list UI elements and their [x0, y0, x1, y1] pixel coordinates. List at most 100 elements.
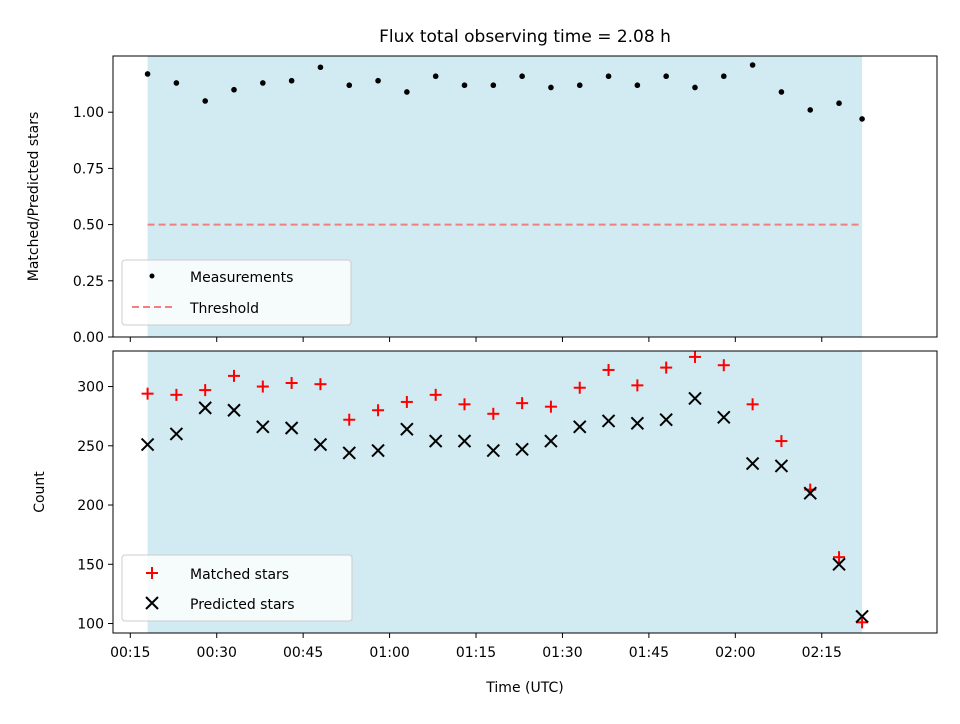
matched-star-point	[314, 378, 327, 391]
matched-star-point	[856, 616, 869, 629]
predicted-star-point	[313, 437, 328, 452]
predicted-star-point	[256, 420, 270, 434]
predicted-star-point	[284, 421, 299, 435]
predicted-star-point	[486, 443, 501, 458]
matched-star-point	[256, 380, 269, 393]
measurement-point	[519, 73, 525, 80]
predicted-star-point	[573, 420, 587, 434]
x-tick-label: 01:00	[369, 645, 409, 661]
predicted-star-point	[457, 434, 472, 448]
marker-stroke	[774, 459, 789, 473]
measurement-point	[317, 64, 324, 71]
legend: Matched stars Predicted stars	[121, 554, 353, 622]
predicted-star-point	[371, 443, 385, 458]
matched-star-point	[573, 381, 586, 394]
marker-stroke	[630, 416, 645, 430]
measurement-point	[144, 71, 151, 77]
predicted-star-point	[400, 422, 414, 436]
y-tick-label: 0.25	[73, 274, 104, 290]
measurement-point	[859, 116, 865, 122]
matched-star-point	[170, 388, 183, 401]
predicted-star-point	[601, 414, 616, 428]
marker-stroke	[601, 414, 616, 428]
y-tick-label: 0.75	[73, 161, 104, 177]
matched-star-point	[775, 435, 788, 448]
marker-stroke	[832, 557, 846, 571]
predicted-star-point	[630, 416, 645, 430]
measurement-point	[663, 73, 669, 80]
marker-stroke	[573, 420, 587, 434]
measurement-point	[288, 77, 295, 84]
marker-stroke	[855, 609, 869, 624]
matched-star-point	[400, 395, 413, 408]
x-tick-label: 00:30	[197, 645, 237, 661]
predicted-star-point	[688, 391, 702, 406]
y-tick-label: 250	[77, 439, 104, 455]
predicted-star-point	[855, 609, 869, 624]
measurement-point	[202, 98, 208, 104]
bottom-panel: 100 150 200 250 300 00:15 00:30 00:45 01:00 01:15…	[32, 350, 938, 696]
measurement-point	[692, 84, 698, 91]
predicted-star-point	[544, 434, 558, 448]
measurement-point	[720, 73, 727, 80]
matched-star-point	[372, 404, 385, 417]
predicted-star-point	[832, 557, 846, 571]
measurement-point	[836, 100, 842, 107]
marker-stroke	[145, 596, 159, 610]
x-tick-label: 00:45	[283, 645, 323, 661]
x-tick-label: 02:15	[802, 645, 842, 661]
measurement-point	[605, 73, 612, 80]
top-panel: 0.00 0.25 0.50 0.75 1.00 Flux total observin…	[26, 27, 938, 346]
legend-box	[121, 554, 353, 622]
measurement-point	[173, 80, 180, 86]
measurement-point	[576, 82, 583, 89]
measurement-point	[260, 80, 266, 86]
matched-star-point	[544, 400, 557, 413]
matched-star-point	[429, 388, 442, 401]
marker-stroke	[544, 434, 558, 448]
matched-star-point	[717, 359, 730, 372]
marker-stroke	[515, 442, 529, 457]
measurement-point	[404, 89, 410, 95]
legend: Measurements Threshold	[121, 259, 352, 326]
measurement-point	[375, 77, 381, 84]
y-tick-label: 0.50	[73, 218, 104, 234]
x-tick-label: 01:15	[456, 645, 496, 661]
y-tick-label: 300	[77, 380, 104, 396]
measurement-point	[461, 82, 468, 89]
axes-frame	[112, 350, 938, 634]
x-tick-label: 01:45	[629, 645, 669, 661]
measurement-point	[231, 86, 237, 93]
predicted-star-point	[745, 456, 760, 471]
matched-star-point	[631, 379, 644, 392]
matched-star-point	[833, 551, 846, 564]
measurement-point	[807, 107, 814, 113]
predicted-star-point	[803, 486, 817, 500]
predicted-star-point	[515, 442, 529, 457]
marker-stroke	[342, 446, 356, 460]
marker-stroke	[284, 421, 299, 435]
y-axis-label: Count	[32, 471, 48, 513]
marker-stroke	[688, 391, 702, 406]
y-tick-label: 100	[77, 617, 104, 633]
marker-stroke	[140, 437, 155, 452]
measurement-point	[749, 62, 756, 68]
matched-star-point	[487, 407, 500, 420]
marker-stroke	[428, 434, 443, 448]
legend-label: Predicted stars	[190, 597, 295, 613]
legend-marker-stroke	[146, 567, 158, 579]
marker-stroke	[659, 413, 673, 427]
x-tick-label: 01:30	[542, 645, 582, 661]
marker-stroke	[717, 410, 731, 425]
marker-stroke	[457, 434, 472, 448]
x-tick-label: 02:00	[715, 645, 755, 661]
marker-stroke	[486, 443, 501, 458]
chart-title: Flux total observing time = 2.08 h	[379, 27, 671, 47]
legend-x-marker	[145, 596, 159, 610]
matched-star-point	[141, 387, 154, 400]
y-tick-label: 1.00	[73, 105, 104, 121]
predicted-star-point	[140, 437, 155, 452]
marker-stroke	[745, 456, 760, 471]
matched-star-point	[458, 398, 471, 411]
axes-frame	[112, 55, 938, 338]
